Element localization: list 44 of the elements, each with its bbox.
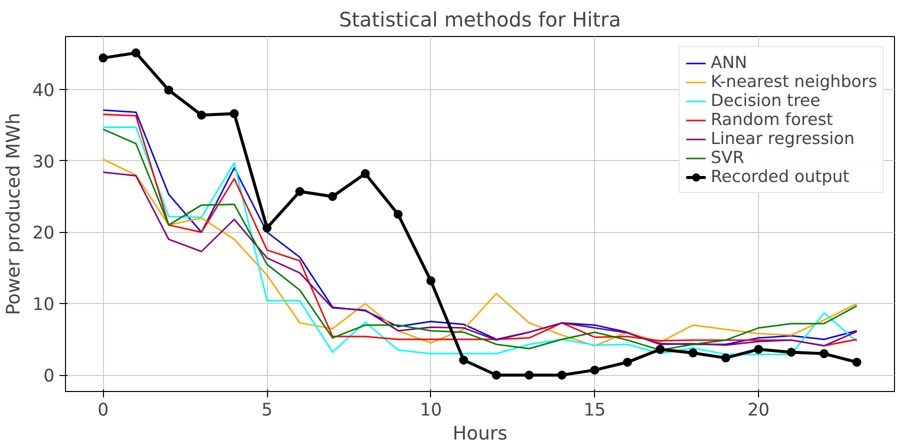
point [426, 276, 436, 286]
legend-label: ANN [710, 53, 748, 72]
point [394, 210, 403, 219]
x-tick-label: 20 [747, 400, 770, 420]
point [196, 110, 206, 120]
x-axis-title: Hours [452, 424, 508, 444]
point [230, 109, 239, 118]
legend-label: Random forest [710, 110, 833, 129]
y-tick-label: 20 [32, 224, 55, 244]
point [590, 366, 600, 375]
legend-label: Recorded output [710, 167, 850, 186]
legend-label: Linear regression [710, 129, 855, 148]
point [524, 370, 534, 380]
x-tick-label: 5 [262, 400, 273, 420]
point [656, 344, 665, 354]
legend-label: Decision tree [710, 91, 820, 110]
point [164, 86, 174, 95]
point [786, 348, 796, 357]
y-tick-label: 30 [32, 152, 55, 172]
point [852, 358, 862, 367]
x-tick-label: 15 [584, 400, 606, 420]
x-tick-label: 0 [98, 400, 109, 420]
x-tick-label: 10 [420, 400, 442, 420]
legend-label: K-nearest neighbors [710, 72, 877, 91]
y-axis-title: Power produced MWh [3, 112, 24, 316]
y-tick-label: 10 [32, 295, 55, 316]
point [459, 356, 468, 365]
legend-label: SVR [710, 148, 744, 167]
point [131, 48, 140, 58]
point [328, 192, 338, 201]
point [557, 370, 566, 380]
y-tick-label: 40 [32, 80, 55, 101]
point [820, 349, 829, 358]
point [360, 169, 370, 178]
point [492, 370, 501, 380]
chart-title: Statistical methods for Hitra [339, 8, 621, 32]
point [688, 348, 698, 358]
point [721, 353, 730, 362]
y-tick-label: 0 [43, 366, 55, 387]
point [98, 53, 108, 62]
point [622, 358, 632, 367]
point [262, 223, 272, 232]
point [754, 344, 764, 354]
point [295, 187, 304, 196]
